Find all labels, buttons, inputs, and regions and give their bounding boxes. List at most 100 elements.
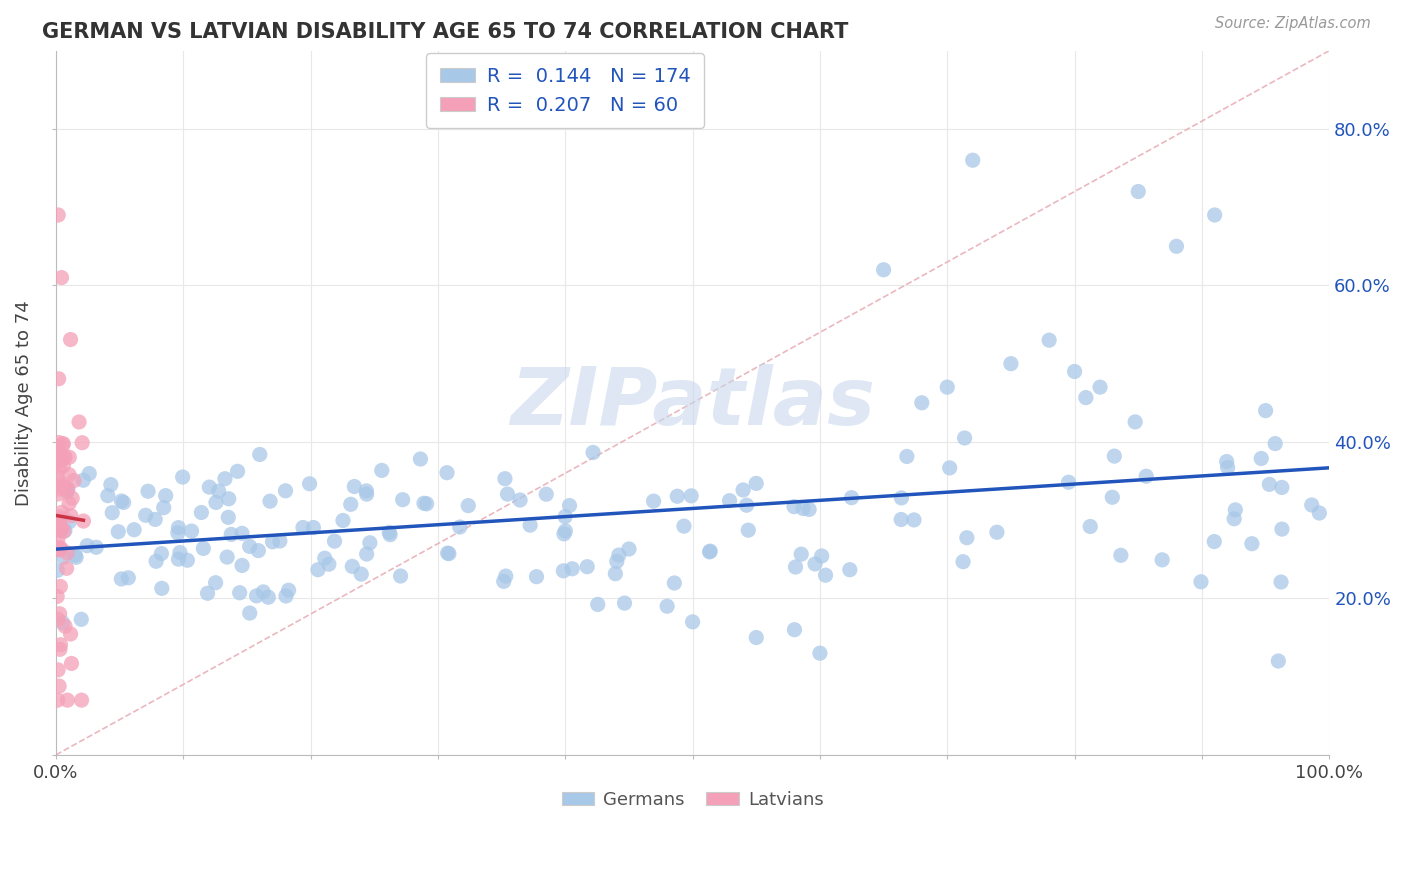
- Point: [449, 520, 471, 534]
- Point: [180, 524, 202, 538]
- Point: [554, 509, 576, 524]
- Point: [72, 514, 94, 528]
- Point: [49, 579, 72, 593]
- Point: [56, 484, 79, 499]
- Point: [526, 569, 548, 583]
- Point: [655, 599, 678, 614]
- Point: [55, 561, 77, 575]
- Point: [204, 575, 226, 590]
- Point: [494, 472, 516, 486]
- Point: [60, 491, 83, 506]
- Point: [911, 396, 934, 410]
- Point: [112, 495, 135, 509]
- Point: [607, 548, 630, 562]
- Point: [48, 372, 70, 386]
- Point: [231, 558, 253, 573]
- Point: [48, 510, 70, 524]
- Point: [155, 489, 177, 503]
- Point: [1254, 403, 1277, 417]
- Point: [49, 638, 72, 652]
- Point: [582, 445, 605, 459]
- Point: [53, 450, 76, 464]
- Point: [586, 598, 609, 612]
- Point: [46, 663, 69, 677]
- Point: [307, 563, 329, 577]
- Point: [65, 550, 87, 565]
- Point: [56, 482, 79, 496]
- Point: [1204, 534, 1226, 549]
- Point: [606, 554, 628, 568]
- Point: [51, 505, 73, 519]
- Point: [46, 541, 69, 556]
- Point: [219, 527, 242, 541]
- Point: [890, 512, 912, 526]
- Point: [1104, 449, 1126, 463]
- Point: [413, 496, 436, 510]
- Point: [150, 547, 173, 561]
- Point: [783, 623, 806, 637]
- Point: [122, 523, 145, 537]
- Point: [46, 469, 69, 483]
- Point: [1135, 469, 1157, 483]
- Point: [804, 557, 827, 571]
- Point: [792, 501, 814, 516]
- Point: [1189, 574, 1212, 589]
- Point: [214, 472, 236, 486]
- Point: [1063, 364, 1085, 378]
- Point: [59, 508, 82, 523]
- Point: [1216, 460, 1239, 475]
- Point: [733, 483, 755, 497]
- Point: [51, 270, 73, 285]
- Point: [76, 539, 98, 553]
- Point: [48, 512, 70, 526]
- Point: [783, 500, 806, 514]
- Point: [436, 546, 458, 560]
- Point: [46, 208, 69, 222]
- Point: [1301, 498, 1323, 512]
- Point: [457, 499, 479, 513]
- Point: [197, 586, 219, 600]
- Point: [339, 497, 361, 511]
- Point: [643, 494, 665, 508]
- Point: [218, 491, 240, 506]
- Point: [553, 527, 575, 541]
- Point: [350, 567, 373, 582]
- Point: [953, 431, 976, 445]
- Point: [838, 563, 860, 577]
- Point: [302, 520, 325, 534]
- Point: [938, 461, 960, 475]
- Point: [63, 474, 86, 488]
- Point: [561, 562, 583, 576]
- Point: [681, 489, 703, 503]
- Point: [56, 483, 79, 497]
- Point: [962, 153, 984, 168]
- Point: [436, 466, 458, 480]
- Point: [53, 480, 76, 494]
- Point: [101, 506, 124, 520]
- Point: [872, 262, 894, 277]
- Point: [58, 515, 80, 529]
- Point: [60, 657, 83, 671]
- Point: [48, 442, 70, 457]
- Point: [52, 458, 75, 473]
- Point: [176, 553, 198, 567]
- Point: [228, 585, 250, 599]
- Point: [1057, 475, 1080, 490]
- Point: [1215, 454, 1237, 468]
- Point: [58, 496, 80, 510]
- Point: [274, 589, 297, 603]
- Point: [48, 679, 70, 693]
- Point: [53, 619, 76, 633]
- Point: [150, 582, 173, 596]
- Point: [166, 525, 188, 540]
- Point: [1204, 208, 1226, 222]
- Point: [51, 520, 73, 534]
- Point: [790, 547, 813, 561]
- Point: [496, 487, 519, 501]
- Point: [745, 631, 768, 645]
- Point: [51, 480, 73, 494]
- Point: [239, 606, 262, 620]
- Point: [48, 516, 70, 531]
- Point: [52, 524, 75, 539]
- Point: [145, 554, 167, 568]
